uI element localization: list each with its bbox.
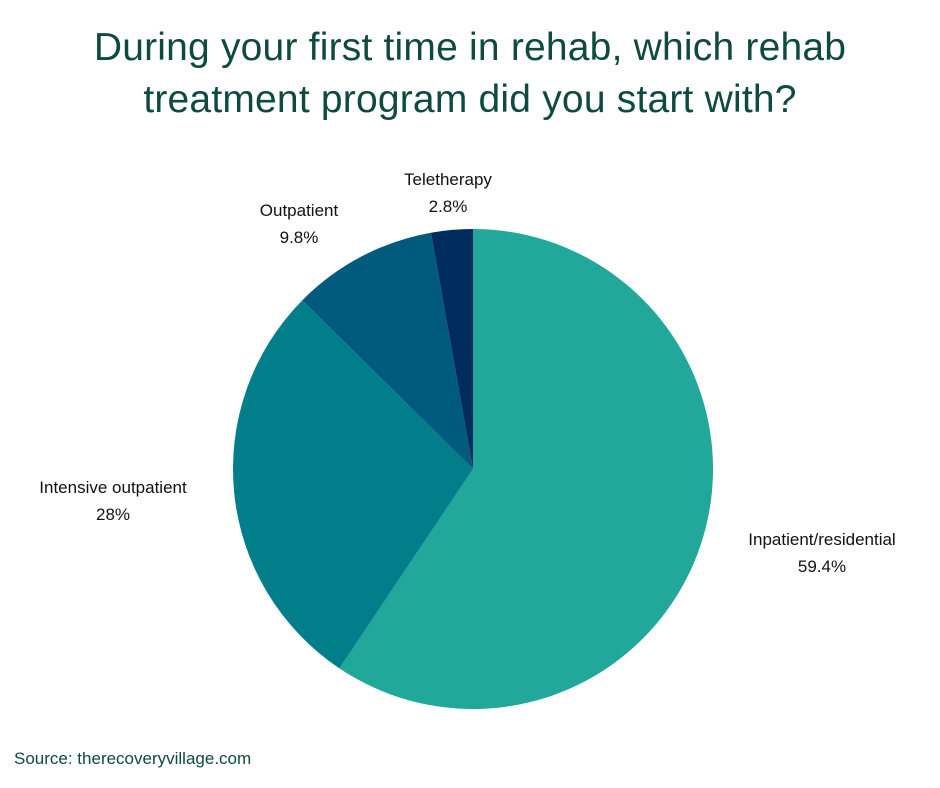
slice-label-intensive-outpatient: Intensive outpatient: [39, 478, 187, 497]
slice-value-label-teletherapy: 2.8%: [429, 197, 468, 216]
pie-slice-inpatient-residential: [339, 228, 714, 709]
pie-slices: [232, 228, 714, 709]
pie-slice-intensive-outpatient: [232, 300, 473, 669]
chart-title: During your first time in rehab, which r…: [0, 22, 940, 126]
pie-slice-teletherapy: [430, 229, 473, 469]
pie-labels: Inpatient/residential 59.4% Intensive outp…: [39, 170, 895, 576]
chart-title-line-2: treatment program did you start with?: [143, 78, 797, 121]
chart-title-line-1: During your first time in rehab, which r…: [93, 26, 847, 69]
slice-label-outpatient: Outpatient: [260, 201, 339, 220]
slice-value-label-outpatient: 9.8%: [280, 228, 319, 247]
source-note: Source: therecoveryvillage.com: [14, 749, 252, 768]
slice-label-teletherapy: Teletherapy: [404, 170, 492, 189]
slice-label-inpatient-residential: Inpatient/residential: [748, 530, 895, 549]
slice-value-label-inpatient-residential: 59.4%: [798, 557, 846, 576]
slice-value-label-intensive-outpatient: 28%: [96, 505, 130, 524]
pie-slice-outpatient: [302, 232, 473, 469]
